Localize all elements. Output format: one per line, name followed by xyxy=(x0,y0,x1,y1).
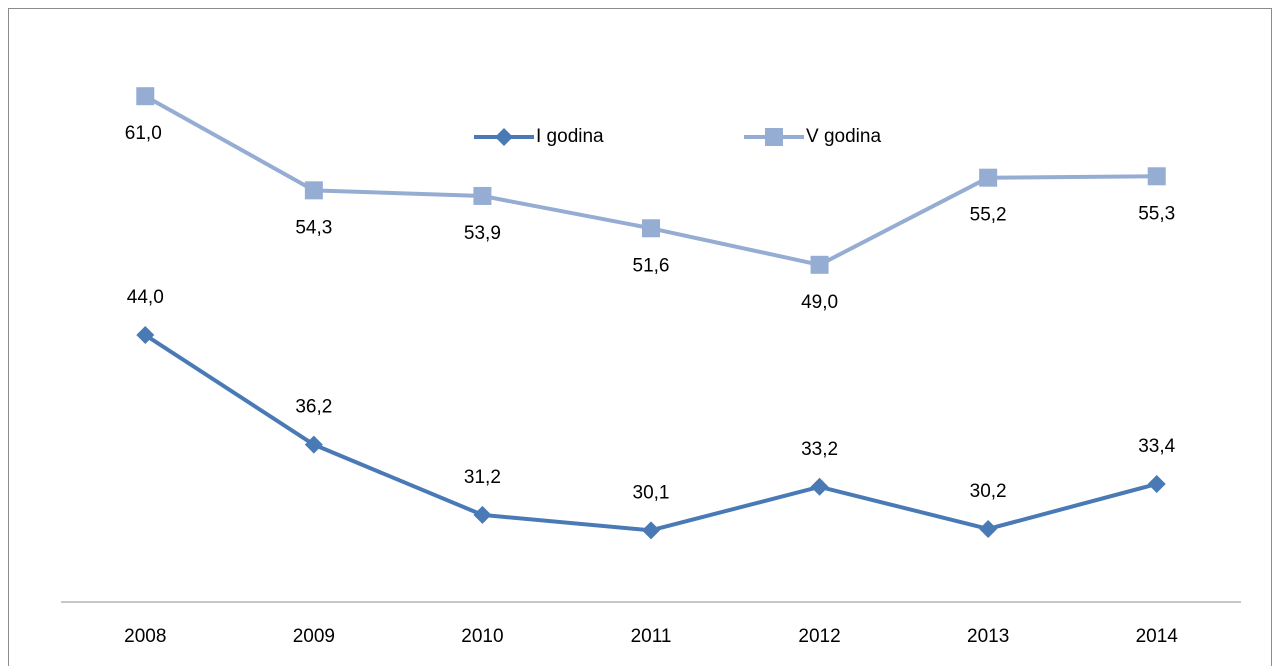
data-label: 49,0 xyxy=(801,292,838,313)
data-label: 33,2 xyxy=(801,439,838,460)
data-label: 55,3 xyxy=(1138,203,1175,224)
data-label: 55,2 xyxy=(970,205,1007,226)
x-tick-label: 2013 xyxy=(967,626,1009,647)
marker xyxy=(304,181,323,200)
chart-border xyxy=(8,8,1272,666)
data-label: 36,2 xyxy=(295,397,332,418)
data-label: 51,6 xyxy=(633,255,670,276)
marker xyxy=(979,519,998,538)
marker xyxy=(473,186,492,205)
marker xyxy=(810,477,829,496)
x-tick-label: 2008 xyxy=(124,626,166,647)
x-tick-label: 2009 xyxy=(293,626,335,647)
legend-label: I godina xyxy=(536,126,604,147)
marker xyxy=(1147,474,1166,493)
data-label: 54,3 xyxy=(295,217,332,238)
legend-label: V godina xyxy=(806,126,881,147)
data-label: 30,2 xyxy=(970,481,1007,502)
data-label: 30,1 xyxy=(633,482,670,503)
legend-marker xyxy=(765,128,783,146)
data-label: 33,4 xyxy=(1138,436,1175,457)
marker xyxy=(979,168,998,187)
marker xyxy=(136,87,155,106)
data-label: 53,9 xyxy=(464,223,501,244)
marker xyxy=(1147,167,1166,186)
x-tick-label: 2011 xyxy=(631,626,672,647)
data-label: 61,0 xyxy=(125,123,162,144)
marker xyxy=(304,435,323,454)
marker xyxy=(810,255,829,274)
x-tick-label: 2010 xyxy=(461,626,503,647)
marker xyxy=(642,521,660,540)
x-tick-label: 2014 xyxy=(1136,626,1179,647)
data-label: 31,2 xyxy=(464,467,501,488)
marker xyxy=(473,505,492,524)
x-tick-label: 2012 xyxy=(798,626,840,647)
marker xyxy=(136,326,155,345)
data-label: 44,0 xyxy=(127,287,164,308)
legend-marker xyxy=(495,128,513,146)
marker xyxy=(642,219,660,238)
